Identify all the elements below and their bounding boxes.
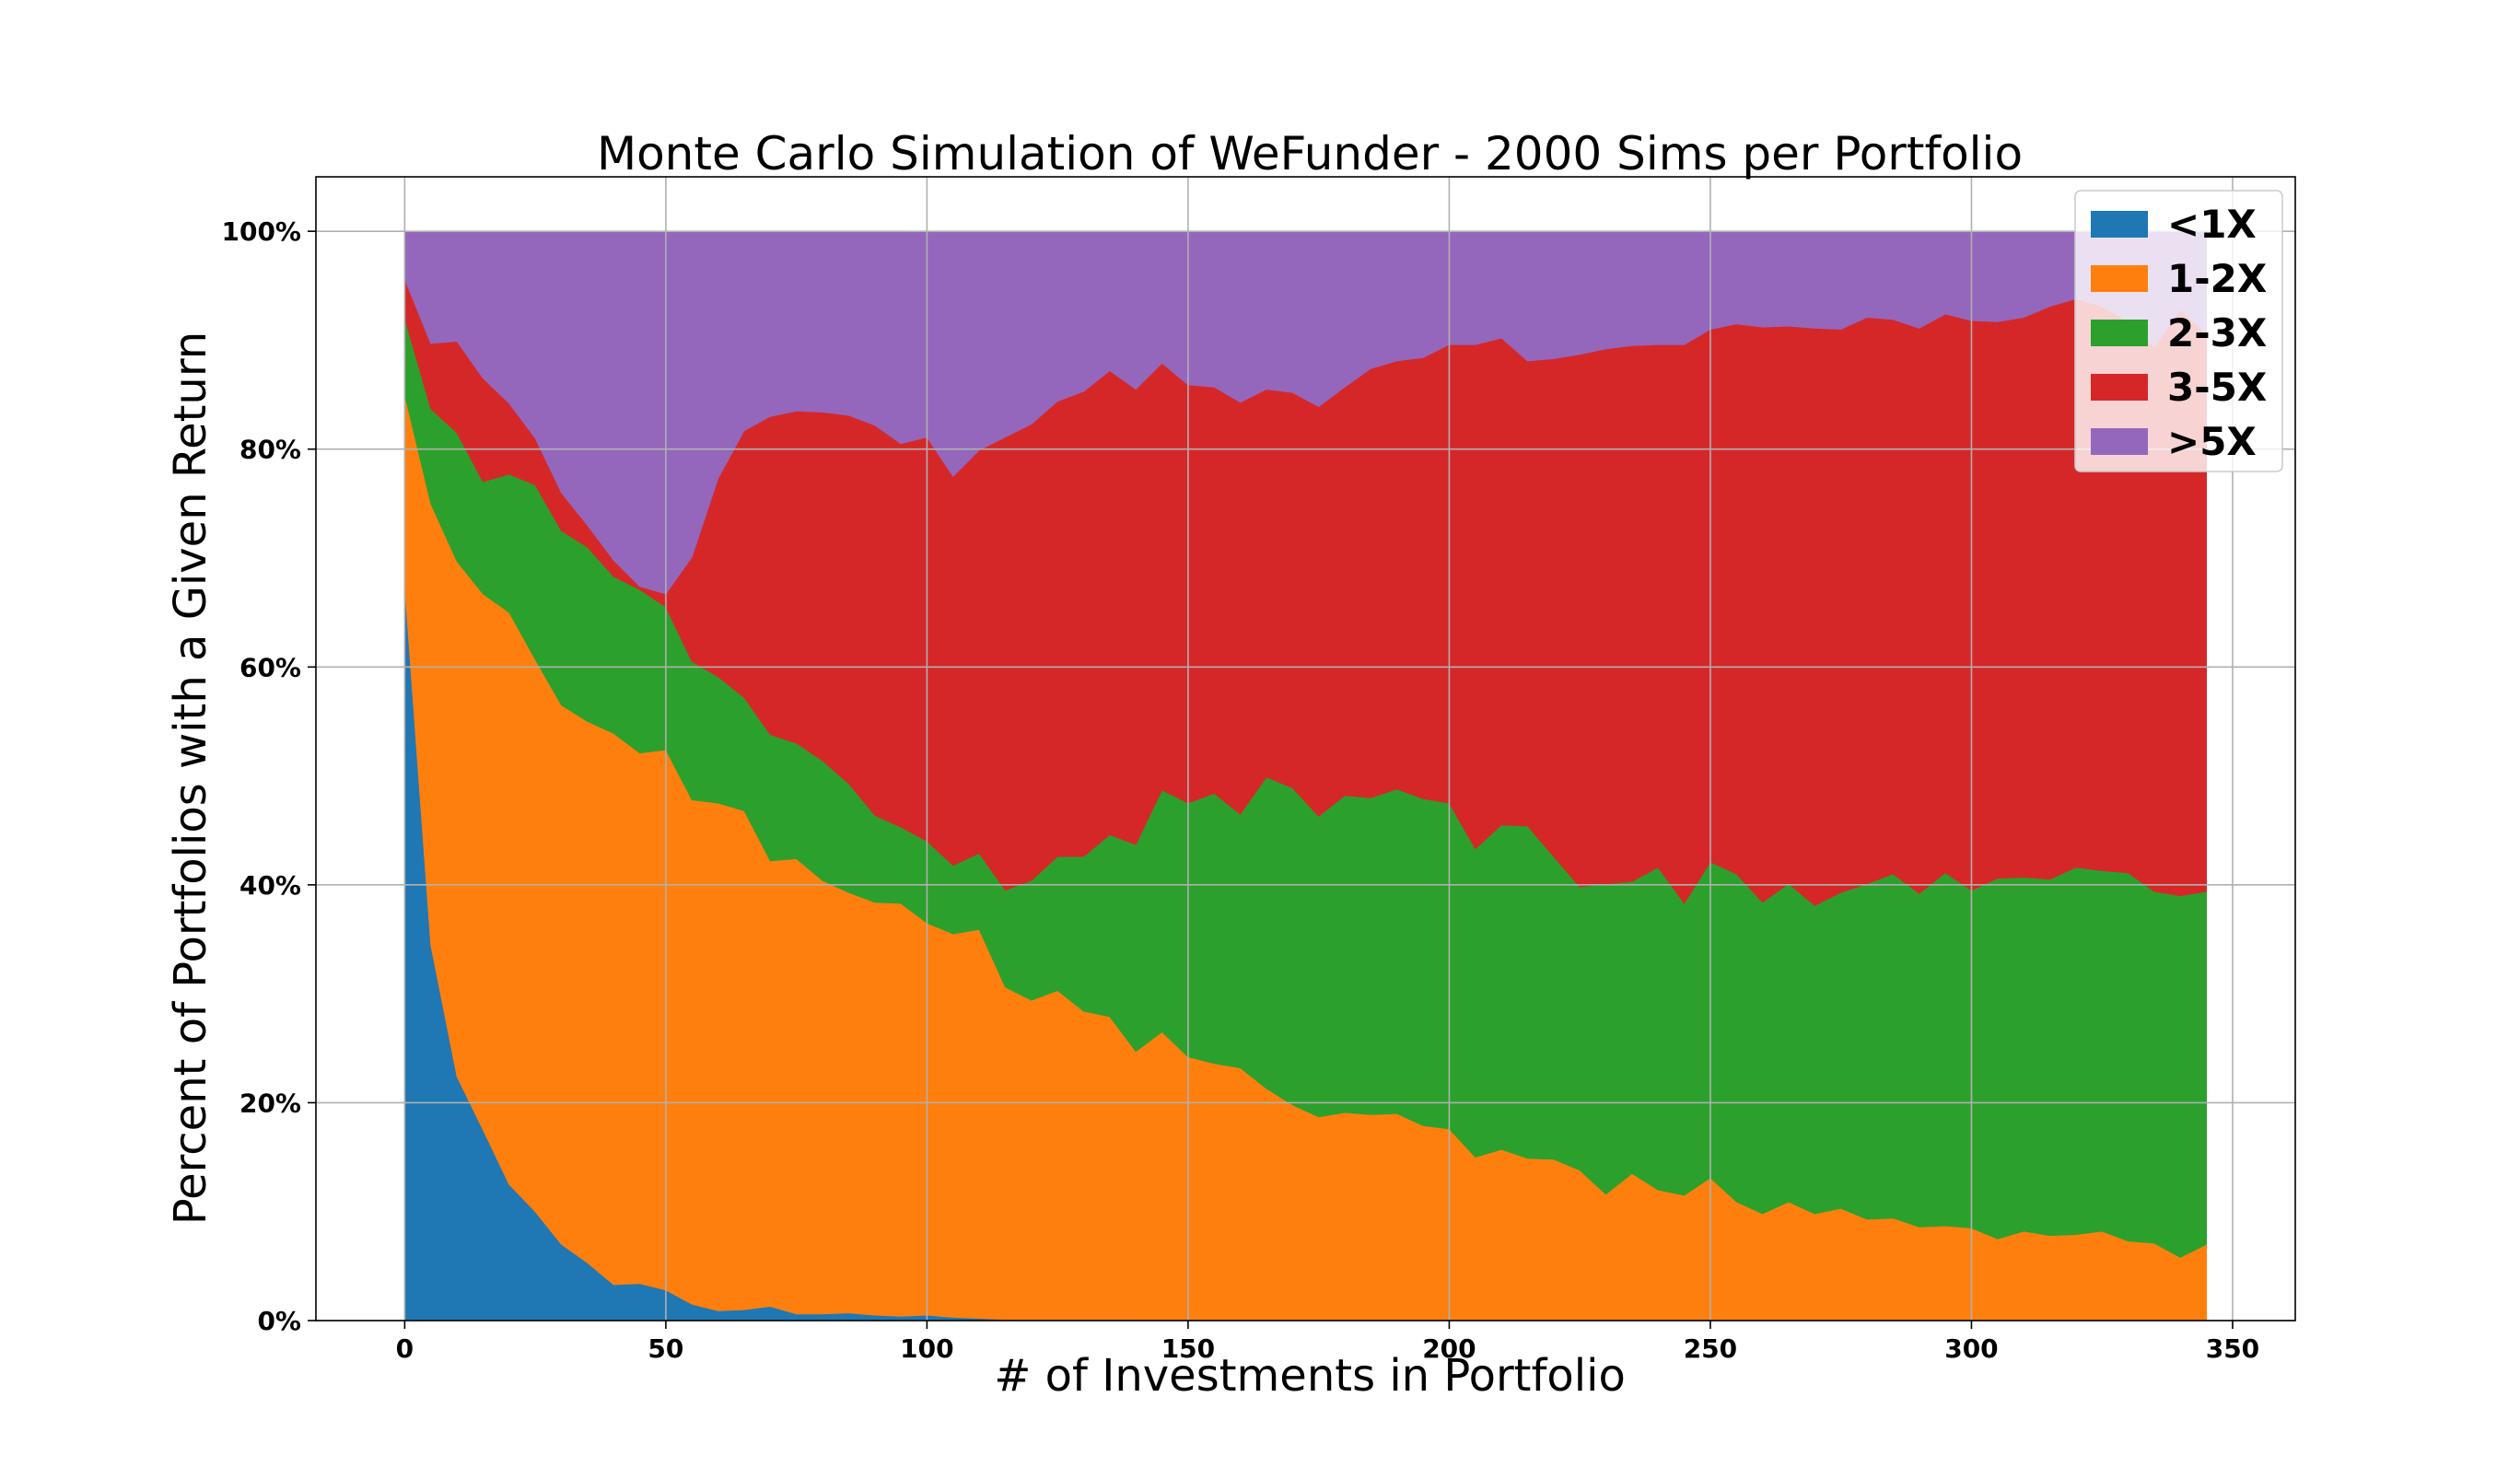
y-tick-label: 20% (239, 1088, 301, 1118)
legend-label: 2-3X (2167, 310, 2267, 355)
legend-swatch (2091, 211, 2148, 238)
legend-swatch (2091, 265, 2148, 292)
legend-swatch (2091, 374, 2148, 401)
legend-swatch (2091, 428, 2148, 455)
x-tick-label: 200 (1422, 1333, 1476, 1364)
y-tick-label: 80% (239, 435, 301, 465)
y-axis-title: Percent of Portfolios with a Given Retur… (165, 332, 216, 1225)
legend: <1X 1-2X 2-3X 3-5X >5X (2074, 190, 2283, 472)
x-tick-label: 250 (1684, 1333, 1737, 1364)
y-tick-label: 100% (221, 216, 301, 247)
x-tick-label: 300 (1944, 1333, 1998, 1364)
x-tick-label: 150 (1161, 1333, 1215, 1364)
plot-frame (315, 176, 2296, 1321)
legend-label: <1X (2167, 202, 2257, 247)
x-axis-title: # of Investments in Portfolio (994, 1350, 1626, 1402)
legend-label: >5X (2167, 419, 2257, 464)
legend-box (2074, 190, 2283, 472)
x-tick-label: 50 (648, 1333, 683, 1364)
x-tick-label: 0 (396, 1333, 414, 1364)
y-tick-label: 0% (257, 1306, 301, 1336)
x-axis: 0 50 100 150 200 250 300 350 (396, 1321, 2259, 1364)
y-tick-label: 40% (239, 870, 301, 901)
gridlines (316, 177, 2295, 1321)
plot-areas (404, 230, 2207, 1321)
legend-swatch (2091, 320, 2148, 346)
y-tick-label: 60% (239, 652, 301, 682)
y-axis: 0% 20% 40% 60% 80% 100% (221, 216, 316, 1336)
legend-label: 3-5X (2167, 365, 2267, 410)
chart-title: Monte Carlo Simulation of WeFunder - 200… (597, 127, 2023, 180)
x-tick-label: 100 (900, 1333, 953, 1364)
x-tick-label: 350 (2206, 1333, 2259, 1364)
legend-label: 1-2X (2167, 256, 2267, 301)
